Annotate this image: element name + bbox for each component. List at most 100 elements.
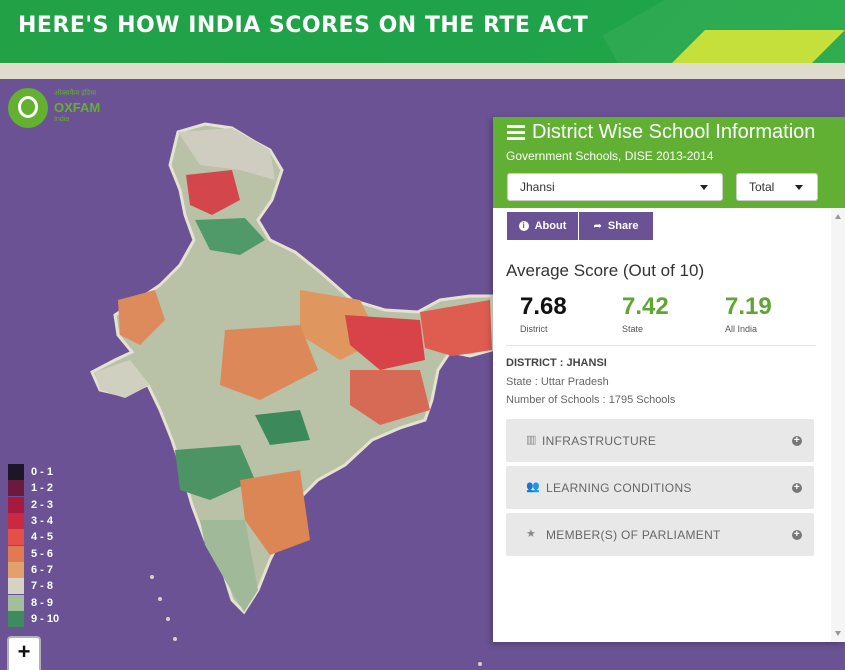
legend-swatch — [8, 578, 24, 595]
panel-subtitle: Government Schools, DISE 2013-2014 — [506, 149, 714, 163]
legend-label: 3 - 4 — [31, 515, 54, 528]
region-south-green — [200, 520, 258, 612]
legend-item: 5 - 6 — [8, 545, 59, 562]
share-button[interactable]: ➦ Share — [579, 212, 653, 240]
info-icon: i — [518, 221, 529, 231]
district-score: 7.68 District — [520, 293, 567, 334]
legend-swatch — [8, 610, 24, 627]
district-state: State : Uttar Pradesh — [506, 376, 609, 388]
region-odisha-orange — [240, 470, 310, 555]
panel-scrollbar[interactable] — [831, 208, 845, 642]
accordion-learning-conditions[interactable]: 👥 LEARNING CONDITIONS + — [506, 466, 814, 509]
legend-label: 1 - 2 — [31, 482, 54, 495]
scroll-down-arrow-icon[interactable] — [835, 631, 841, 636]
region-punjab-green — [195, 218, 265, 255]
legend-swatch — [8, 464, 24, 481]
header-banner: HERE'S HOW INDIA SCORES ON THE RTE ACT — [0, 0, 845, 63]
legend-item: 2 - 3 — [8, 496, 59, 513]
legend-label: 6 - 7 — [31, 563, 54, 576]
legend-swatch — [8, 529, 24, 546]
scroll-up-arrow-icon[interactable] — [835, 214, 841, 219]
header-separator — [0, 63, 845, 79]
region-rajasthan-orange — [118, 290, 165, 345]
accordion-infrastructure[interactable]: ▥ INFRASTRUCTURE + — [506, 419, 814, 462]
users-icon: 👥 — [526, 481, 540, 493]
legend-item: 6 - 7 — [8, 561, 59, 578]
india-score: 7.19 All India — [725, 293, 772, 334]
about-button-label: About — [534, 220, 567, 232]
legend-item: 9 - 10 — [8, 610, 60, 627]
panel-title-text: District Wise School Information — [532, 121, 816, 143]
india-score-label: All India — [725, 324, 758, 334]
chevron-down-icon — [795, 185, 803, 190]
legend-swatch — [8, 496, 24, 513]
accordion-label: INFRASTRUCTURE — [542, 434, 657, 448]
plus-circle-icon[interactable]: + — [792, 529, 802, 540]
logo-hindi-text: ऑक्सफैम इंडिया — [54, 90, 97, 97]
region-east-india — [420, 300, 492, 356]
map-legend: 0 - 1 1 - 2 2 - 3 3 - 4 4 - 5 5 - 6 6 - … — [8, 464, 59, 627]
divider — [506, 345, 816, 346]
legend-label: 5 - 6 — [31, 547, 54, 560]
legend-swatch — [8, 594, 24, 611]
logo-brand-text: OXFAM — [54, 100, 101, 115]
district-select-value: Jhansi — [520, 180, 555, 194]
school-type-select-value: Total — [749, 180, 775, 194]
accordion-label: MEMBER(S) OF PARLIAMENT — [546, 528, 721, 542]
legend-label: 9 - 10 — [31, 612, 60, 625]
legend-item: 3 - 4 — [8, 513, 59, 530]
accordion-members-of-parliament[interactable]: ★ MEMBER(S) OF PARLIAMENT + — [506, 513, 814, 556]
legend-item: 4 - 5 — [8, 529, 59, 546]
district-select[interactable]: Jhansi — [507, 173, 723, 201]
legend-label: 8 - 9 — [31, 596, 54, 609]
legend-swatch — [8, 545, 24, 562]
logo-sub-text: India — [54, 116, 70, 123]
india-score-value: 7.19 — [725, 293, 772, 320]
chevron-down-icon — [700, 185, 708, 190]
legend-item: 0 - 1 — [8, 464, 59, 481]
school-type-select[interactable]: Total — [736, 173, 818, 201]
panel-header: District Wise School Information Governm… — [493, 117, 845, 208]
legend-label: 7 - 8 — [31, 580, 54, 593]
legend-label: 2 - 3 — [31, 498, 54, 511]
legend-swatch — [8, 480, 24, 497]
oxfam-logo: ऑक्सफैम इंडिया OXFAM India — [8, 88, 108, 128]
oxfam-emblem — [8, 88, 48, 128]
plus-circle-icon[interactable]: + — [792, 435, 802, 446]
islands — [150, 575, 482, 666]
panel-title: District Wise School Information — [507, 121, 815, 144]
legend-item: 7 - 8 — [8, 578, 59, 595]
legend-item: 8 - 9 — [8, 594, 59, 611]
region-mp-orange — [220, 325, 318, 400]
building-icon: ▥ — [526, 434, 537, 446]
average-score-title: Average Score (Out of 10) — [506, 261, 705, 280]
region-bihar-red — [345, 315, 425, 370]
region-maharashtra-green — [175, 445, 255, 500]
zoom-in-button[interactable]: + — [7, 636, 41, 670]
region-chhattisgarh-green — [255, 410, 310, 445]
region-jharkhand — [350, 370, 430, 425]
about-button[interactable]: i About — [507, 212, 578, 240]
legend-swatch — [8, 513, 24, 530]
legend-swatch — [8, 561, 24, 578]
page-title: HERE'S HOW INDIA SCORES ON THE RTE ACT — [18, 13, 589, 38]
legend-label: 4 - 5 — [31, 531, 54, 544]
accordion-label: LEARNING CONDITIONS — [546, 481, 692, 495]
legend-item: 1 - 2 — [8, 480, 59, 497]
state-score-label: State — [622, 324, 644, 334]
district-school-count: Number of Schools : 1795 Schools — [506, 394, 676, 406]
district-name: DISTRICT : JHANSI — [506, 357, 607, 369]
plus-circle-icon[interactable]: + — [792, 482, 802, 493]
share-icon: ➦ — [593, 220, 602, 232]
india-choropleth-map[interactable] — [0, 79, 845, 668]
menu-icon[interactable] — [507, 125, 525, 140]
star-icon: ★ — [526, 528, 537, 540]
district-info-panel: District Wise School Information Governm… — [493, 117, 845, 642]
region-gujarat — [95, 360, 150, 398]
state-score: 7.42 State — [622, 293, 669, 334]
region-north-red — [186, 170, 240, 215]
district-score-value: 7.68 — [520, 293, 567, 320]
share-button-label: Share — [607, 220, 639, 232]
region-himalaya — [178, 128, 275, 180]
state-score-value: 7.42 — [622, 293, 669, 320]
